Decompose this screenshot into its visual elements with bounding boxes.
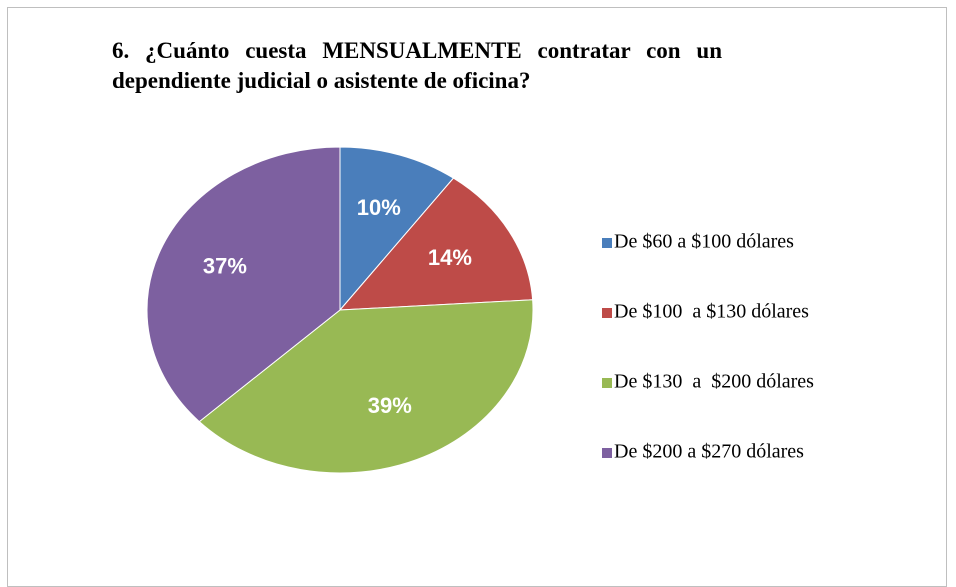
pie-slice [146,146,341,423]
pie-slice [198,299,534,474]
legend-label: De $100 a $130 dólares [614,301,809,323]
data-label: 10% [357,195,401,220]
data-label: 37% [203,254,247,279]
data-label: 14% [428,245,472,270]
legend-swatch [602,308,612,318]
legend-swatch [602,378,612,388]
legend-label: De $200 a $270 dólares [614,441,804,463]
legend-swatch [602,448,612,458]
legend-label: De $60 a $100 dólares [614,231,794,253]
legend-swatch [602,238,612,248]
legend-label: De $130 a $200 dólares [614,371,814,393]
pie-slice [338,177,534,311]
data-label: 39% [368,393,412,418]
pie-slice [339,146,455,312]
chart-title: 6. ¿Cuánto cuesta MENSUALMENTE contratar… [112,38,722,93]
